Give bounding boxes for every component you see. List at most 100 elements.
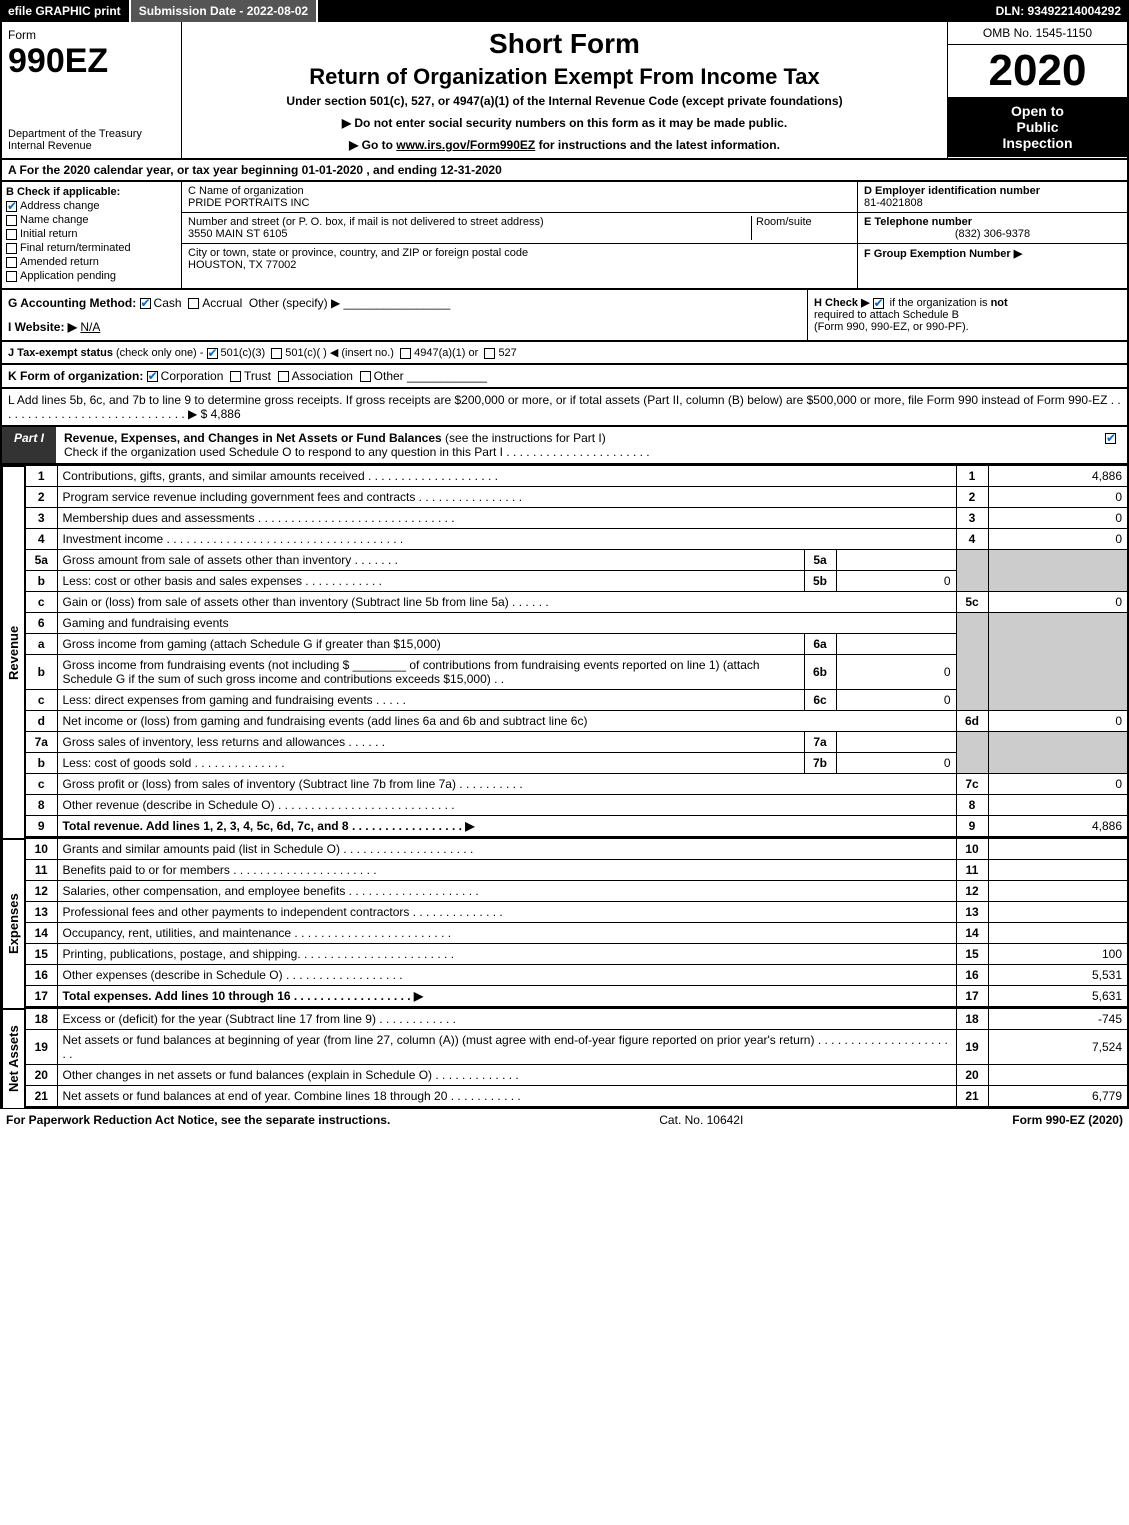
assoc-check[interactable] (278, 371, 289, 382)
org-name: PRIDE PORTRAITS INC (188, 197, 851, 209)
right-num: 6d (956, 711, 988, 732)
short-form-title: Short Form (188, 28, 941, 60)
sub-amt (836, 634, 956, 655)
line-num: 12 (25, 881, 57, 902)
col-b-title: B Check if applicable: (6, 186, 177, 198)
line-text: Benefits paid to or for members . . . . … (57, 860, 956, 881)
header-left: Form 990EZ Department of the Treasury In… (2, 22, 182, 158)
trust-check[interactable] (230, 371, 241, 382)
name-change-check[interactable]: Name change (6, 214, 177, 226)
cash-check[interactable] (140, 298, 151, 309)
initial-return-check[interactable]: Initial return (6, 228, 177, 240)
irs-link[interactable]: www.irs.gov/Form990EZ (396, 138, 535, 152)
city-val: HOUSTON, TX 77002 (188, 259, 851, 271)
line-num: d (25, 711, 57, 732)
checkbox-icon (6, 271, 17, 282)
table-row: dNet income or (loss) from gaming and fu… (25, 711, 1128, 732)
line-amt (988, 795, 1128, 816)
sub-label: 5a (804, 550, 836, 571)
addr-change-label: Address change (20, 200, 100, 212)
grey-cell (988, 550, 1128, 592)
instruction-2: ▶ Go to www.irs.gov/Form990EZ for instru… (188, 138, 941, 152)
return-title: Return of Organization Exempt From Incom… (188, 64, 941, 90)
revenue-section: Revenue 1Contributions, gifts, grants, a… (0, 465, 1129, 838)
line-amt: 7,524 (988, 1030, 1128, 1065)
addr-val: 3550 MAIN ST 6105 (188, 228, 751, 240)
line-amt: -745 (988, 1009, 1128, 1030)
line-text: Occupancy, rent, utilities, and maintena… (57, 923, 956, 944)
line-num: 2 (25, 487, 57, 508)
submission-date: Submission Date - 2022-08-02 (131, 0, 318, 22)
line-text: Excess or (deficit) for the year (Subtra… (57, 1009, 956, 1030)
sub-amt (836, 732, 956, 753)
footer-mid: Cat. No. 10642I (659, 1113, 743, 1127)
col-h: H Check ▶ if the organization is not req… (807, 290, 1127, 340)
part1-title: Revenue, Expenses, and Changes in Net As… (64, 431, 442, 445)
line-num: 21 (25, 1086, 57, 1108)
col-b: B Check if applicable: Address change Na… (2, 182, 182, 288)
open1: Open to (954, 103, 1121, 119)
table-row: 18Excess or (deficit) for the year (Subt… (25, 1009, 1128, 1030)
line-amt: 4,886 (988, 816, 1128, 838)
line-text: Investment income . . . . . . . . . . . … (57, 529, 956, 550)
table-row: 8Other revenue (describe in Schedule O) … (25, 795, 1128, 816)
4947-check[interactable] (400, 348, 411, 359)
addr-change-check[interactable]: Address change (6, 200, 177, 212)
amended-return-check[interactable]: Amended return (6, 256, 177, 268)
table-row: cGross profit or (loss) from sales of in… (25, 774, 1128, 795)
line-text: Gross sales of inventory, less returns a… (57, 732, 804, 753)
table-row: 2Program service revenue including gover… (25, 487, 1128, 508)
col-c: C Name of organization PRIDE PORTRAITS I… (182, 182, 857, 288)
right-num: 20 (956, 1065, 988, 1086)
line-text: Net assets or fund balances at end of ye… (57, 1086, 956, 1108)
sub-amt: 0 (836, 690, 956, 711)
line-num: 10 (25, 839, 57, 860)
dln: DLN: 93492214004292 (988, 0, 1129, 22)
accrual-label: Accrual (202, 296, 242, 310)
app-pending-check[interactable]: Application pending (6, 270, 177, 282)
calendar-year-row: A For the 2020 calendar year, or tax yea… (0, 160, 1129, 182)
expenses-table: 10Grants and similar amounts paid (list … (24, 838, 1129, 1008)
right-num: 2 (956, 487, 988, 508)
line-text: Gross profit or (loss) from sales of inv… (57, 774, 956, 795)
trust-label: Trust (244, 369, 271, 383)
accrual-check[interactable] (188, 298, 199, 309)
line-text: Less: cost or other basis and sales expe… (57, 571, 804, 592)
line-text: Grants and similar amounts paid (list in… (57, 839, 956, 860)
line-amt: 0 (988, 529, 1128, 550)
line-num: 5a (25, 550, 57, 571)
line-amt (988, 1065, 1128, 1086)
row-gh: G Accounting Method: Cash Accrual Other … (0, 290, 1129, 342)
netassets-section: Net Assets 18Excess or (deficit) for the… (0, 1008, 1129, 1108)
527-check[interactable] (484, 348, 495, 359)
table-row: 16Other expenses (describe in Schedule O… (25, 965, 1128, 986)
h-text4: (Form 990, 990-EZ, or 990-PF). (814, 321, 969, 333)
header-mid: Short Form Return of Organization Exempt… (182, 22, 947, 158)
501c3-check[interactable] (207, 348, 218, 359)
checkbox-icon (6, 201, 17, 212)
form-word: Form (8, 28, 175, 42)
line-text: Less: direct expenses from gaming and fu… (57, 690, 804, 711)
h-check[interactable] (873, 298, 884, 309)
part1-chk[interactable] (1097, 427, 1127, 463)
line-amt: 4,886 (988, 466, 1128, 487)
info-grid: B Check if applicable: Address change Na… (0, 182, 1129, 290)
revenue-table: 1Contributions, gifts, grants, and simil… (24, 465, 1129, 838)
final-return-check[interactable]: Final return/terminated (6, 242, 177, 254)
d-label: D Employer identification number (864, 185, 1121, 197)
other-check[interactable] (360, 371, 371, 382)
corp-check[interactable] (147, 371, 158, 382)
table-row: 10Grants and similar amounts paid (list … (25, 839, 1128, 860)
sub-amt: 0 (836, 571, 956, 592)
table-row: cGain or (loss) from sale of assets othe… (25, 592, 1128, 613)
checkbox-icon (6, 229, 17, 240)
501c-check[interactable] (271, 348, 282, 359)
right-num: 21 (956, 1086, 988, 1108)
line-text: Gross income from gaming (attach Schedul… (57, 634, 804, 655)
efile-print-label[interactable]: efile GRAPHIC print (0, 0, 131, 22)
line-amt (988, 923, 1128, 944)
ein-cell: D Employer identification number 81-4021… (858, 182, 1127, 213)
sub-label: 5b (804, 571, 836, 592)
4947-label: 4947(a)(1) or (414, 347, 478, 359)
line-amt (988, 839, 1128, 860)
